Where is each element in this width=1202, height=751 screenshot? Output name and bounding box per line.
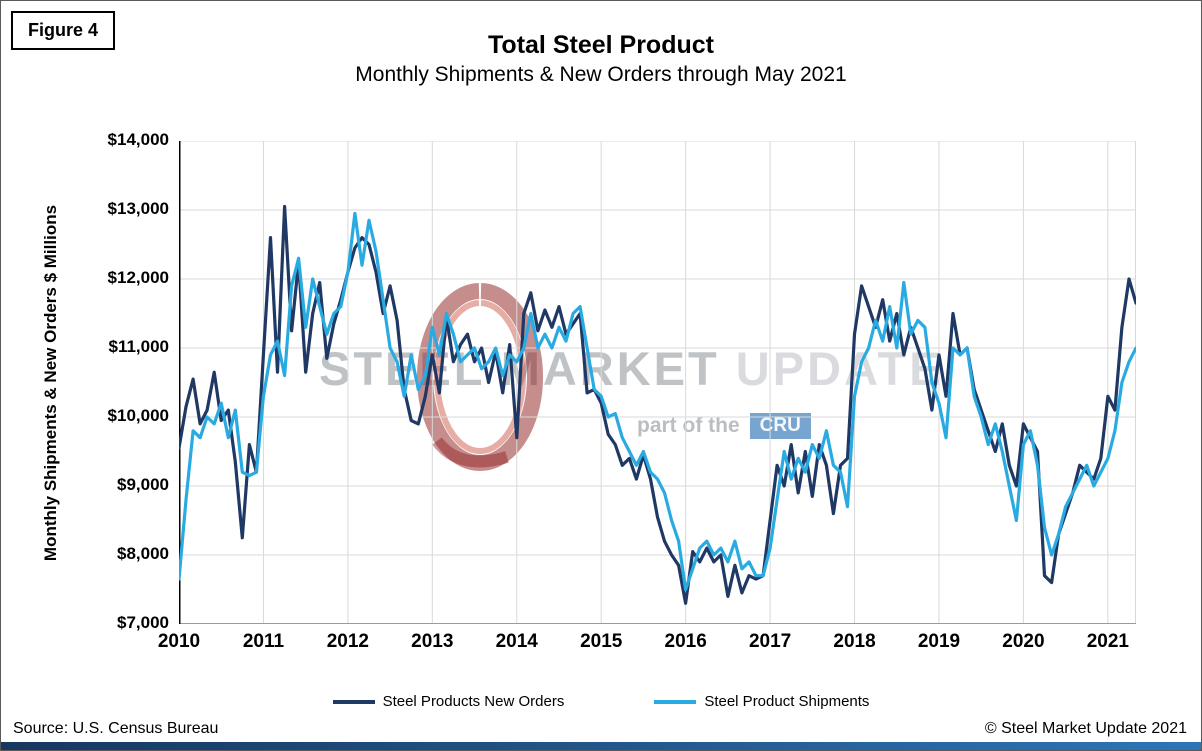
- x-tick-label: 2013: [411, 631, 454, 652]
- chart-title: Total Steel Product: [488, 31, 714, 59]
- x-tick-label: 2018: [833, 631, 876, 652]
- x-tick-label: 2014: [495, 631, 538, 652]
- y-tick-label: $7,000: [117, 613, 169, 632]
- series-line: [179, 211, 1136, 592]
- legend-item-new-orders: Steel Products New Orders: [332, 693, 565, 710]
- x-tick-label: 2015: [580, 631, 623, 652]
- legend-label-new-orders: Steel Products New Orders: [382, 693, 565, 710]
- x-tick-label: 2021: [1086, 631, 1129, 652]
- source-note: Source: U.S. Census Bureau: [13, 720, 219, 737]
- y-tick-label: $14,000: [107, 130, 169, 149]
- series-line: [179, 204, 1136, 605]
- legend-item-shipments: Steel Product Shipments: [654, 693, 869, 710]
- bottom-accent-bar: [1, 742, 1201, 750]
- y-tick-label: $12,000: [107, 268, 169, 287]
- legend-label-shipments: Steel Product Shipments: [704, 693, 870, 710]
- x-tick-label: 2017: [748, 631, 792, 652]
- legend: Steel Products New Orders Steel Product …: [1, 693, 1201, 710]
- x-tick-label: 2019: [917, 631, 961, 652]
- figure-label: Figure 4: [11, 11, 116, 50]
- x-tick-label: 2016: [664, 631, 707, 652]
- x-tick-label: 2012: [326, 631, 370, 652]
- copyright-note: © Steel Market Update 2021: [984, 720, 1187, 737]
- plot-svg: [179, 141, 1136, 624]
- plot-area: STEEL MARKET UPDATE part of the CRU: [179, 141, 1136, 624]
- x-tick-label: 2020: [1002, 631, 1045, 652]
- y-tick-label: $9,000: [117, 475, 169, 494]
- chart-subtitle: Monthly Shipments & New Orders through M…: [355, 63, 847, 86]
- y-tick-label: $11,000: [108, 337, 169, 356]
- y-axis-title: Monthly Shipments & New Orders $ Million…: [41, 204, 60, 562]
- y-tick-label: $10,000: [107, 406, 169, 425]
- new-orders-line-swatch: [332, 699, 375, 704]
- y-tick-label: $13,000: [107, 199, 169, 218]
- x-tick-label: 2011: [242, 631, 285, 652]
- x-tick-label: 2010: [157, 631, 201, 652]
- y-tick-label: $8,000: [117, 544, 169, 563]
- shipments-line-swatch: [654, 699, 697, 704]
